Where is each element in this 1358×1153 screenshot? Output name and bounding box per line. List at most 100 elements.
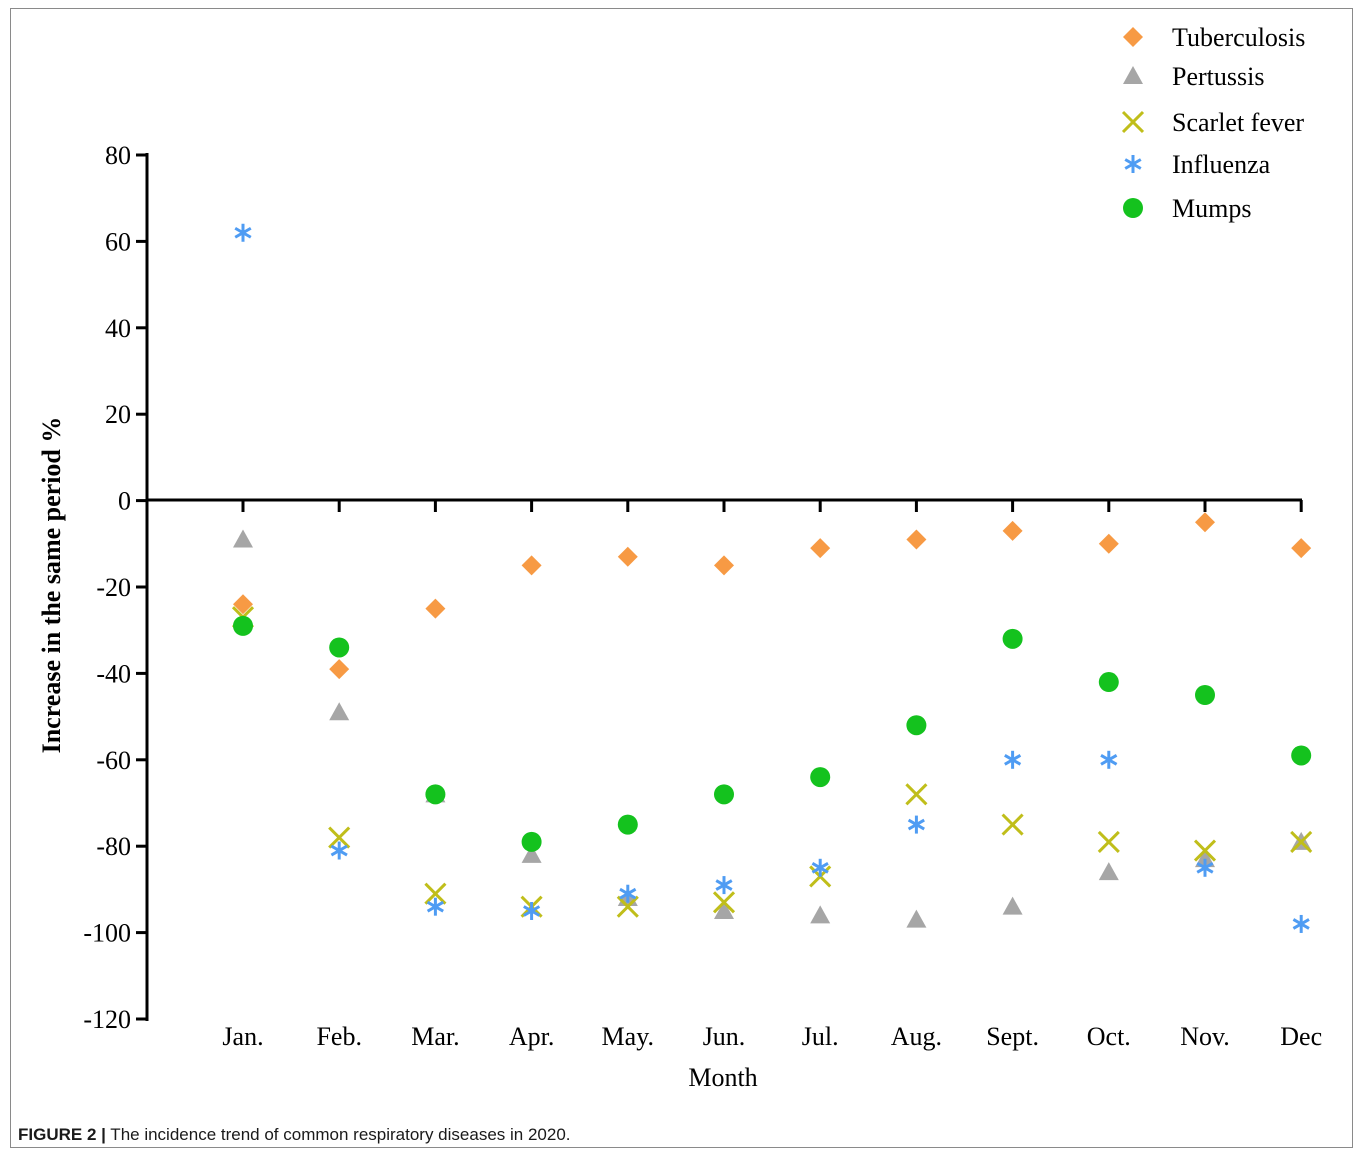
tuberculosis-point [329, 659, 350, 680]
mumps-point [425, 784, 446, 805]
series-scarlet-fever [231, 606, 1313, 918]
figure-caption-text: The incidence trend of common respirator… [105, 1125, 571, 1144]
scarlet-fever-point [1097, 830, 1120, 853]
tuberculosis-point [233, 594, 253, 615]
figure-caption-label: FIGURE 2 | [18, 1125, 106, 1144]
y-tick-label: 20 [105, 400, 131, 429]
influenza-point [234, 223, 252, 242]
influenza-point [523, 902, 541, 920]
mumps-point [906, 715, 927, 736]
series-tuberculosis [233, 512, 1312, 680]
x-axis-label: Month [688, 1063, 757, 1092]
y-tick-label: -120 [83, 1005, 131, 1034]
legend-marker-influenza [1124, 155, 1142, 173]
y-tick-label: -20 [96, 573, 131, 602]
pertussis-point [714, 901, 734, 919]
mumps-point [521, 831, 542, 852]
x-tick-label: Dec [1280, 1022, 1322, 1051]
pertussis-point [233, 529, 253, 548]
figure-caption: FIGURE 2 | The incidence trend of common… [18, 1125, 571, 1145]
y-tick-label: 0 [118, 487, 131, 516]
figure-frame [10, 8, 1353, 1148]
pertussis-point [1195, 849, 1215, 868]
y-tick-label: -80 [96, 832, 131, 861]
y-tick-label: -100 [83, 919, 131, 948]
influenza-point [1100, 750, 1118, 769]
influenza-point [1196, 858, 1214, 877]
x-tick-label: Feb. [316, 1022, 362, 1051]
mumps-point [1098, 672, 1119, 693]
scarlet-fever-point [328, 826, 351, 849]
tuberculosis-point [906, 529, 927, 550]
series-pertussis [233, 529, 1312, 928]
scarlet-fever-point [616, 895, 639, 918]
scarlet-fever-point [905, 783, 928, 806]
y-tick-label: -40 [96, 659, 131, 688]
mumps-point [1002, 628, 1023, 649]
y-tick-label: 40 [105, 314, 131, 343]
mumps-point [233, 615, 253, 636]
legend-marker-mumps [1123, 198, 1143, 218]
legend-label-pertussis: Pertussis [1172, 62, 1264, 91]
pertussis-point [810, 905, 831, 924]
x-tick-label: Apr. [509, 1022, 555, 1051]
mumps-point [810, 767, 831, 788]
y-tick-label: -60 [96, 746, 131, 775]
mumps-point [714, 784, 734, 805]
legend: Tuberculosis Pertussis Scarlet fever Influe… [1121, 23, 1305, 223]
tuberculosis-point [1195, 512, 1215, 533]
x-tick-label: Jan. [222, 1022, 263, 1051]
scarlet-fever-point [1001, 813, 1024, 836]
tuberculosis-point [617, 546, 638, 567]
chart-marks [231, 223, 1313, 933]
tuberculosis-point [810, 538, 831, 559]
legend-label-scarlet-fever: Scarlet fever [1172, 108, 1304, 137]
influenza-point [907, 815, 925, 834]
y-tick-label: 80 [105, 141, 131, 170]
tuberculosis-point [714, 555, 734, 576]
y-axis-label: Increase in the same period % [37, 417, 66, 754]
legend-marker-pertussis [1123, 66, 1143, 84]
mumps-point [617, 814, 638, 835]
x-tick-label: Mar. [411, 1022, 459, 1051]
tuberculosis-point [1291, 538, 1312, 559]
mumps-point [1195, 685, 1215, 705]
pertussis-point [329, 702, 350, 721]
tuberculosis-point [1002, 520, 1023, 541]
legend-label-tuberculosis: Tuberculosis [1172, 23, 1305, 52]
influenza-point [619, 884, 637, 903]
pertussis-point [906, 909, 927, 928]
scarlet-fever-point [424, 882, 447, 905]
y-ticks: 80 60 40 20 0 -20 -40 -60 -80 -100 -120 [83, 141, 147, 1034]
pertussis-point [1002, 896, 1023, 915]
x-ticks: Jan. Feb. Mar. Apr. May. Jun. Jul. Aug. Sept. Oct… [222, 500, 1322, 1051]
pertussis-point [1098, 862, 1119, 881]
x-tick-label: Jul. [802, 1022, 839, 1051]
mumps-point [1291, 745, 1312, 766]
influenza-point [330, 841, 348, 860]
influenza-point [811, 858, 829, 877]
y-tick-label: 60 [105, 227, 131, 256]
x-tick-label: Oct. [1087, 1022, 1131, 1051]
influenza-point [426, 897, 444, 916]
tuberculosis-point [521, 555, 542, 576]
x-tick-label: May. [602, 1022, 654, 1051]
x-tick-label: Aug. [891, 1022, 942, 1051]
legend-marker-tuberculosis [1123, 27, 1143, 47]
x-tick-label: Jun. [703, 1022, 746, 1051]
scarlet-fever-point [712, 891, 736, 914]
series-mumps [233, 615, 1312, 852]
mumps-point [329, 637, 350, 658]
x-tick-label: Nov. [1180, 1022, 1230, 1051]
scarlet-fever-point [1290, 830, 1313, 853]
legend-label-mumps: Mumps [1172, 194, 1251, 223]
influenza-point [1292, 914, 1310, 933]
influenza-point [1004, 750, 1022, 769]
legend-marker-scarlet-fever [1121, 110, 1145, 134]
scarlet-fever-point [1193, 839, 1217, 862]
legend-label-influenza: Influenza [1172, 150, 1271, 179]
tuberculosis-point [1098, 533, 1119, 554]
series-influenza [234, 223, 1310, 933]
tuberculosis-point [425, 598, 446, 619]
